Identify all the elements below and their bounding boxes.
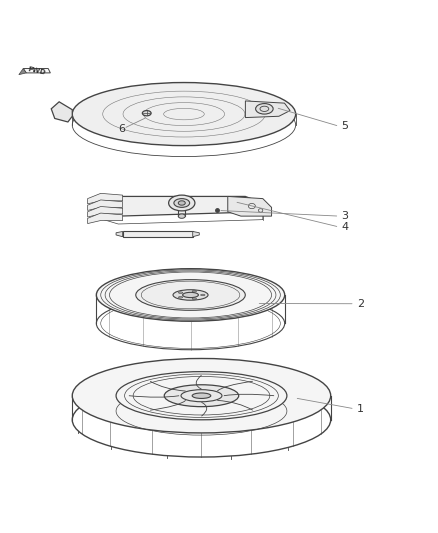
Polygon shape (51, 102, 72, 122)
Polygon shape (96, 197, 263, 216)
Ellipse shape (178, 296, 183, 298)
Text: 3: 3 (342, 211, 349, 221)
Text: 5: 5 (342, 122, 349, 131)
Ellipse shape (136, 280, 245, 310)
Ellipse shape (142, 110, 151, 116)
Text: 1: 1 (357, 404, 364, 414)
Polygon shape (123, 231, 193, 237)
Ellipse shape (72, 83, 296, 146)
Polygon shape (228, 197, 272, 216)
Ellipse shape (192, 298, 197, 300)
Ellipse shape (183, 292, 198, 297)
Polygon shape (193, 231, 199, 237)
Ellipse shape (116, 372, 287, 420)
Ellipse shape (178, 201, 185, 205)
Polygon shape (88, 193, 123, 204)
Polygon shape (88, 206, 123, 217)
Text: 2: 2 (357, 298, 364, 309)
Text: 6: 6 (118, 124, 125, 134)
Ellipse shape (201, 294, 205, 296)
Ellipse shape (164, 385, 239, 407)
Ellipse shape (178, 292, 183, 294)
Polygon shape (116, 231, 123, 237)
Ellipse shape (173, 290, 208, 300)
Text: 4: 4 (342, 222, 349, 232)
Text: FWD: FWD (27, 66, 46, 76)
Ellipse shape (174, 199, 190, 207)
Ellipse shape (72, 359, 331, 433)
Ellipse shape (192, 290, 197, 292)
Polygon shape (245, 101, 290, 118)
Ellipse shape (169, 195, 195, 211)
Ellipse shape (178, 214, 185, 219)
Ellipse shape (256, 103, 273, 114)
Polygon shape (88, 200, 123, 211)
Ellipse shape (192, 393, 211, 399)
Polygon shape (23, 69, 50, 73)
Polygon shape (19, 69, 26, 75)
Polygon shape (88, 213, 123, 223)
Ellipse shape (96, 269, 285, 321)
